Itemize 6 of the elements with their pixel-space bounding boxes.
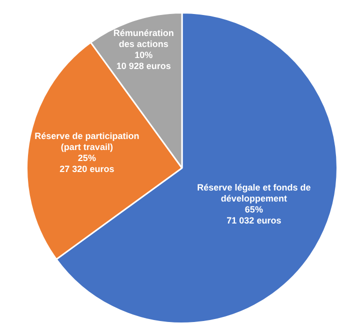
data-label: 10% 10 928 euros <box>116 50 171 71</box>
data-label: 25% 27 320 euros <box>60 152 114 174</box>
slice-label: Réserve légale et fonds de développement <box>197 182 311 204</box>
slice-label: Réserve de participation (part travail) <box>34 130 140 152</box>
data-label: 65% 71 032 euros <box>226 204 282 226</box>
slice-label: Rémunération des actions <box>113 28 174 49</box>
